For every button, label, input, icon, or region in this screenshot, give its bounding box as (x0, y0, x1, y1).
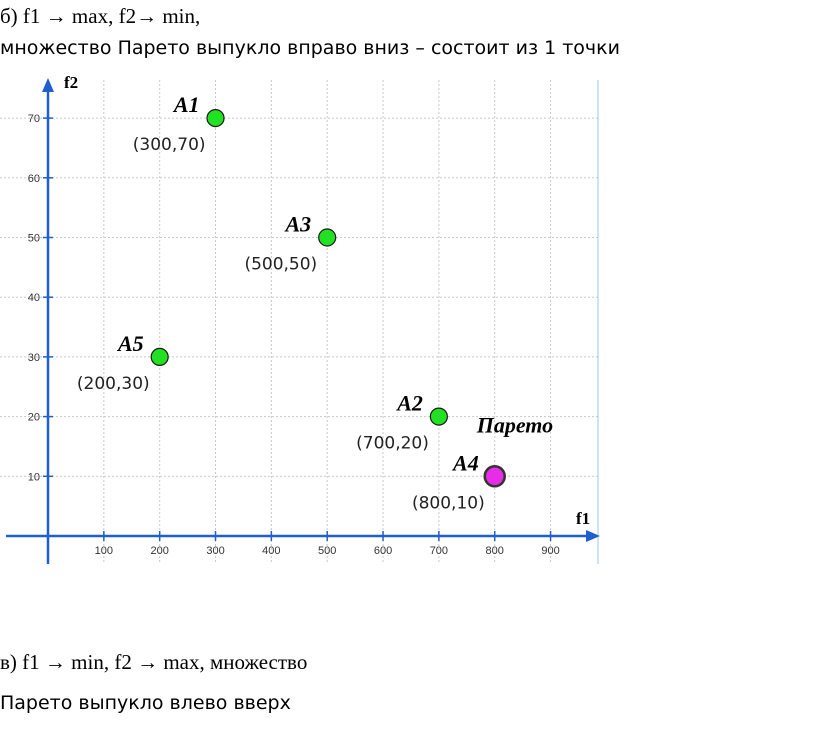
x-tick-label: 700 (430, 545, 448, 557)
x-tick-label: 500 (318, 545, 336, 557)
y-tick-label: 10 (28, 471, 40, 483)
point-a4 (483, 465, 506, 488)
ticks-layer: 10 20 30 40 50 60 70 100 200 300 400 500 600 700 800 90… (28, 113, 560, 557)
x-tick-label: 900 (541, 545, 559, 557)
points-layer: A1 (300,70) A3 (500,50) A5 (200,30) A2 (700,20)… (77, 92, 506, 513)
heading-case-b: б) f1 → max, f2→ min, (0, 4, 201, 28)
point-name-a4: A4 (451, 450, 479, 475)
heading-case-v-description: Парето выпукло влево вверх (0, 692, 291, 714)
x-tick-label: 200 (151, 545, 169, 557)
axes-layer (6, 78, 600, 564)
x-axis-label: f1 (576, 509, 590, 528)
point-name-a5: A5 (116, 331, 144, 356)
x-tick-label: 600 (374, 545, 392, 557)
point-a5 (150, 347, 169, 366)
point-coord-a3: (500,50) (244, 255, 317, 275)
point-coord-a5: (200,30) (77, 374, 150, 394)
y-tick-label: 70 (28, 113, 40, 125)
point-coord-a4: (800,10) (412, 493, 485, 513)
pareto-scatter-chart: 10 20 30 40 50 60 70 100 200 300 400 500 600 700 800 90… (0, 73, 600, 564)
grid-layer (0, 80, 599, 564)
y-tick-label: 30 (28, 352, 40, 364)
point-coord-a1: (300,70) (133, 135, 206, 155)
point-name-a1: A1 (172, 92, 200, 117)
x-tick-label: 300 (206, 545, 224, 557)
pareto-annotation: Парето (476, 412, 553, 437)
x-tick-label: 800 (486, 545, 504, 557)
y-tick-label: 20 (28, 412, 40, 424)
point-a2 (429, 407, 448, 426)
x-axis-arrow (586, 530, 600, 542)
point-a1 (206, 108, 225, 128)
heading-case-b-description: множество Парето выпукло вправо вниз – с… (0, 37, 620, 59)
point-a3 (318, 228, 337, 247)
y-tick-label: 40 (28, 292, 40, 304)
point-name-a2: A2 (395, 391, 423, 416)
point-name-a3: A3 (284, 212, 312, 237)
y-axis-arrow (42, 78, 54, 92)
x-tick-label: 400 (262, 545, 280, 557)
x-tick-label: 100 (95, 545, 113, 557)
y-axis-label: f2 (64, 73, 78, 92)
y-tick-label: 50 (28, 233, 40, 245)
point-coord-a2: (700,20) (356, 434, 429, 454)
y-tick-label: 60 (28, 173, 40, 185)
heading-case-v: в) f1 → min, f2 → max, множество (0, 650, 308, 674)
